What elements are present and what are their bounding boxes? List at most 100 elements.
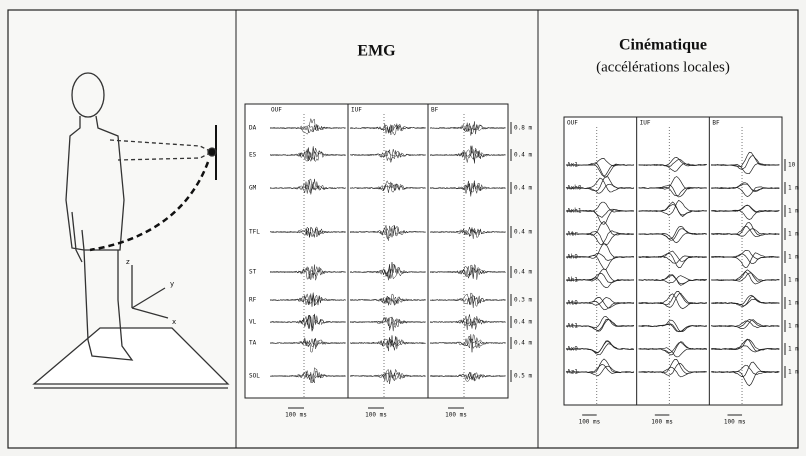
trace: [638, 184, 707, 198]
time-scale: 100 ms: [445, 412, 467, 419]
trace: [349, 181, 426, 193]
panel-subtitle: (accélérations locales): [596, 59, 730, 75]
trace: [565, 319, 635, 332]
trace: [565, 183, 635, 194]
panel-title: Cinématique: [619, 37, 707, 54]
row-label: ES: [249, 152, 257, 159]
row-label: VL: [249, 319, 257, 326]
trace: [711, 364, 780, 375]
trace: [638, 228, 707, 241]
trace: [269, 228, 346, 238]
plot-box: [563, 116, 783, 406]
trace: [565, 209, 634, 225]
row-scale: 0.5 m: [514, 373, 532, 380]
trace: [429, 182, 506, 195]
trace: [565, 162, 635, 178]
column-label: IUF: [640, 120, 651, 127]
row-label: TA: [249, 340, 257, 347]
trace: [349, 296, 426, 306]
trace: [711, 298, 780, 307]
column-label: OUF: [567, 120, 578, 127]
row-scale: 0.8 m: [514, 125, 532, 132]
trace: [349, 316, 426, 332]
row-scale: 0.4 m: [514, 319, 532, 326]
axis-label: x: [172, 318, 176, 326]
row-scale: 1 m: [788, 231, 799, 238]
axis-label: z: [126, 258, 130, 266]
trace: [565, 268, 635, 282]
row-label: TFL: [249, 229, 260, 236]
trace: [429, 371, 506, 381]
trace: [269, 314, 346, 331]
trace: [711, 249, 780, 260]
time-scale: 100 ms: [651, 419, 673, 426]
trace: [565, 297, 634, 309]
row-scale: 1 m: [788, 208, 799, 215]
row-scale: 0.4 m: [514, 185, 532, 192]
column-label: IUF: [351, 107, 362, 114]
trace: [269, 266, 346, 277]
trace: [711, 320, 780, 329]
trace: [565, 252, 635, 261]
row-scale: 0.4 m: [514, 152, 532, 159]
time-scale: 100 ms: [365, 412, 387, 419]
row-scale: 1 m: [788, 254, 799, 261]
trace: [711, 151, 780, 167]
column-label: BF: [431, 107, 439, 114]
trace: [638, 157, 707, 167]
row-scale: 1 m: [788, 185, 799, 192]
trace: [429, 227, 506, 239]
trace: [429, 333, 506, 353]
trace: [349, 335, 426, 352]
row-label: GM: [249, 185, 257, 192]
trace: [269, 292, 346, 307]
trace: [349, 261, 426, 281]
row-scale: 1 m: [788, 277, 799, 284]
time-scale: 100 ms: [724, 419, 746, 426]
trace: [429, 122, 506, 133]
trace: [711, 225, 780, 237]
trace: [638, 250, 707, 262]
row-scale: 1 m: [788, 346, 799, 353]
trace: [711, 209, 780, 220]
person-drawing: [32, 72, 230, 389]
trace: [711, 186, 780, 198]
row-scale: 0.4 m: [514, 229, 532, 236]
trace: [269, 147, 346, 162]
trace: [565, 358, 635, 374]
trace: [638, 358, 707, 374]
trace: [638, 323, 707, 333]
trace: [638, 204, 707, 216]
column-label: BF: [712, 120, 720, 127]
row-scale: 1 m: [788, 323, 799, 330]
row-label: ST: [249, 269, 257, 276]
panel-title: EMG: [357, 43, 396, 60]
trace: [565, 341, 635, 353]
trace: [269, 337, 346, 353]
row-scale: 0.4 m: [514, 340, 532, 347]
plot-box: [244, 103, 509, 399]
column-label: OUF: [271, 107, 282, 114]
trace: [269, 184, 346, 193]
trace: [429, 123, 506, 136]
trace: [349, 123, 426, 136]
trace: [429, 266, 506, 278]
trace: [349, 369, 426, 385]
trace: [638, 292, 707, 308]
row-label: SOL: [249, 373, 260, 380]
trace: [638, 274, 707, 286]
trace: [349, 225, 426, 241]
trace: [430, 317, 506, 327]
trace: [429, 292, 506, 308]
trace: [711, 272, 780, 282]
row-scale: 0.4 m: [514, 269, 532, 276]
trace: [429, 145, 506, 163]
trace: [565, 231, 635, 246]
row-scale: 1 m: [788, 369, 799, 376]
trace: [269, 370, 346, 384]
trace: [638, 341, 707, 353]
row-scale: 0.3 m: [514, 297, 532, 304]
row-label: DA: [249, 125, 257, 132]
time-scale: 100 ms: [285, 412, 307, 419]
